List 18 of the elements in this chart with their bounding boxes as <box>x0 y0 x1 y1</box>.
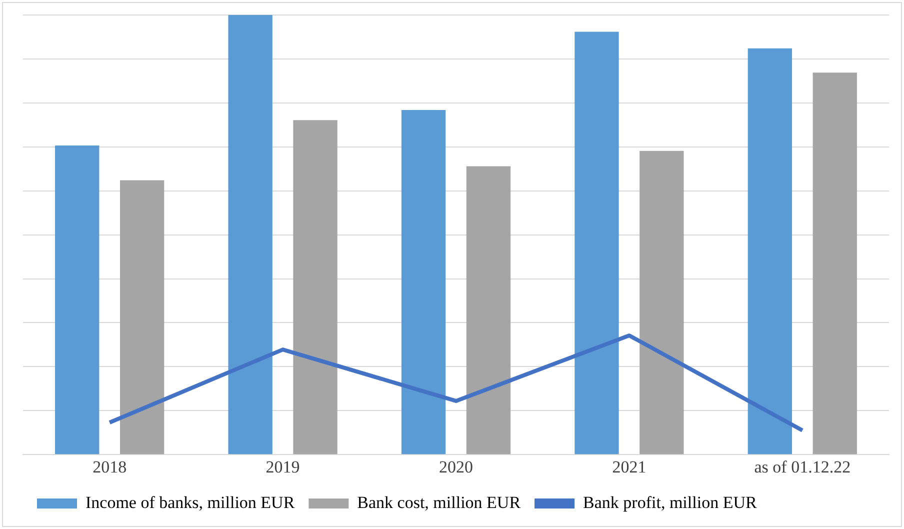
x-tick-label: 2021 <box>612 457 646 476</box>
bar <box>401 110 446 454</box>
bar <box>640 150 684 454</box>
bar <box>748 48 792 454</box>
bar <box>293 120 338 454</box>
bar <box>466 166 511 454</box>
legend-label: Income of banks, million EUR <box>86 492 296 512</box>
x-tick-label: 2018 <box>92 457 127 476</box>
legend-label: Bank profit, million EUR <box>583 492 758 512</box>
legend-label: Bank cost, million EUR <box>357 492 522 512</box>
bar <box>55 146 100 454</box>
bar <box>574 32 619 454</box>
bar <box>228 15 272 454</box>
x-tick-label: as of 01.12.22 <box>754 457 851 476</box>
x-tick-label: 2020 <box>439 457 473 476</box>
bar <box>812 72 857 454</box>
x-tick-label: 2019 <box>266 457 300 476</box>
bar <box>120 180 164 454</box>
